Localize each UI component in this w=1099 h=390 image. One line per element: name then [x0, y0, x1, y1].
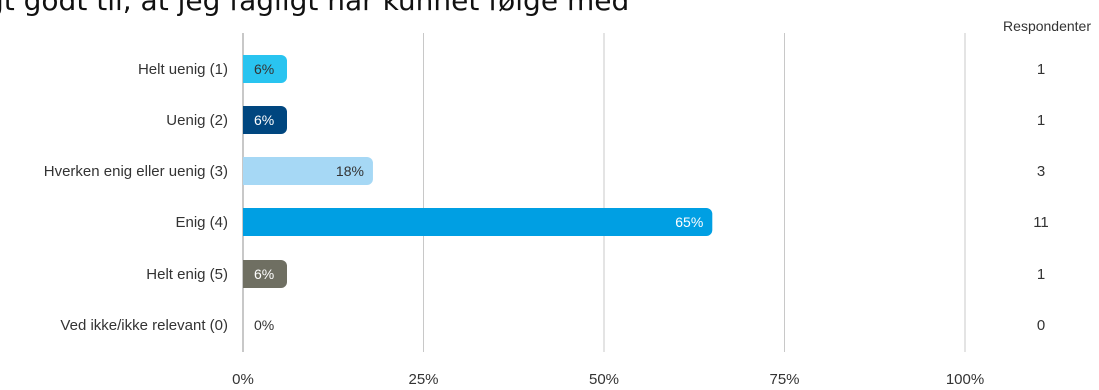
- category-label: Helt uenig (1): [138, 61, 228, 78]
- data-label: 6%: [254, 266, 274, 282]
- bar: [243, 106, 287, 134]
- bar: [243, 208, 713, 236]
- respondent-count: 1: [1037, 61, 1045, 78]
- x-tick-label: 75%: [769, 371, 799, 388]
- data-label: 65%: [675, 214, 703, 230]
- respondent-count: 0: [1037, 317, 1045, 334]
- respondent-count: 1: [1037, 112, 1045, 129]
- bar: [243, 157, 373, 185]
- respondent-count: 1: [1037, 266, 1045, 283]
- bar: [243, 55, 287, 83]
- category-label: Ved ikke/ikke relevant (0): [60, 317, 228, 334]
- category-label: Enig (4): [175, 214, 228, 231]
- x-tick-label: 100%: [946, 371, 984, 388]
- category-label: Hverken enig eller uenig (3): [44, 163, 228, 180]
- x-tick-label: 0%: [232, 371, 254, 388]
- bar-left-edge: [243, 55, 249, 83]
- data-label: 6%: [254, 61, 274, 77]
- bar: [243, 260, 287, 288]
- x-tick-label: 25%: [408, 371, 438, 388]
- respondent-count: 11: [1033, 214, 1049, 231]
- bar-left-edge: [243, 157, 249, 185]
- x-tick-label: 50%: [589, 371, 619, 388]
- data-label: 0%: [254, 317, 274, 333]
- data-label: 18%: [336, 163, 364, 179]
- respondent-count: 3: [1037, 163, 1045, 180]
- bar-left-edge: [243, 260, 249, 288]
- category-label: Uenig (2): [166, 112, 228, 129]
- category-label: Helt enig (5): [146, 266, 228, 283]
- bar-left-edge: [243, 208, 249, 236]
- data-label: 6%: [254, 112, 274, 128]
- chart-title: gt godt til, at jeg fagligt har kunnet f…: [0, 0, 630, 17]
- bar-left-edge: [243, 106, 249, 134]
- respondents-header: Respondenter: [1003, 18, 1091, 34]
